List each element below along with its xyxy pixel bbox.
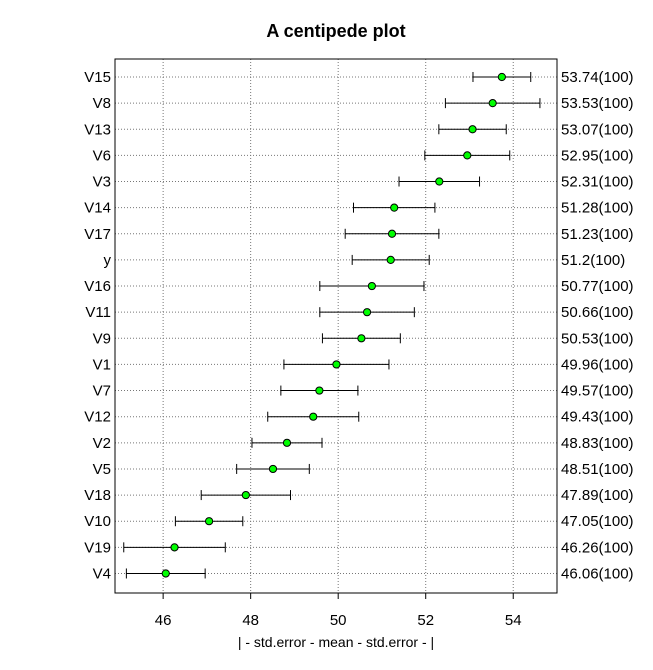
row-label: V2: [93, 435, 111, 452]
mean-point: [435, 177, 444, 186]
mean-point: [362, 308, 372, 317]
row-value-label: 47.05(100): [561, 513, 634, 530]
mean-point: [367, 281, 376, 291]
x-axis: 46 48 50 52 54: [155, 593, 522, 629]
row-label: V13: [84, 121, 111, 138]
plot-frame: [114, 58, 558, 594]
row-value-label: 49.96(100): [561, 356, 634, 373]
mean-point: [332, 360, 341, 369]
chart-title: A centipede plot: [266, 21, 405, 41]
row-labels-left: V15 V8 V13 V6 V3 V14 V17 y V16 V11 V9 V1 V7 V12 V2 V5 V1…: [84, 69, 111, 582]
error-bars: [123, 72, 541, 579]
mean-points: [161, 72, 506, 578]
mean-point: [468, 125, 477, 134]
row-value-label: 46.26(100): [561, 539, 634, 556]
row-value-label: 52.95(100): [561, 147, 634, 164]
row-label: V5: [93, 461, 111, 478]
mean-point: [170, 543, 179, 552]
grid-lines: [115, 59, 557, 593]
row-label: V11: [85, 304, 111, 321]
mean-point: [309, 412, 318, 421]
row-label: V6: [93, 147, 111, 164]
row-label: V4: [93, 565, 111, 582]
row-value-label: 48.83(100): [561, 435, 634, 452]
x-tick-label: 50: [330, 612, 347, 629]
row-value-label: 50.53(100): [561, 330, 634, 347]
row-label: y: [104, 252, 112, 269]
row-value-label: 49.43(100): [561, 409, 634, 426]
row-label: V9: [93, 330, 111, 347]
row-value-label: 50.66(100): [561, 304, 634, 321]
row-label: V19: [84, 539, 111, 556]
row-label: V8: [93, 95, 111, 112]
mean-point: [387, 229, 397, 238]
row-value-label: 53.53(100): [561, 95, 634, 112]
mean-point: [204, 517, 214, 526]
mean-point: [357, 334, 366, 343]
row-label: V17: [84, 226, 111, 243]
mean-point: [390, 203, 399, 212]
row-value-label: 48.51(100): [561, 461, 634, 478]
mean-point: [488, 99, 497, 108]
row-label: V1: [93, 356, 111, 373]
row-label: V15: [84, 69, 111, 86]
row-value-label: 46.06(100): [561, 565, 634, 582]
mean-point: [386, 255, 395, 265]
row-labels-right: 53.74(100) 53.53(100) 53.07(100) 52.95(100)…: [561, 69, 634, 582]
row-value-label: 53.74(100): [561, 69, 634, 86]
row-value-label: 51.28(100): [561, 200, 634, 217]
mean-point: [268, 464, 278, 474]
row-value-label: 49.57(100): [561, 383, 634, 400]
row-value-label: 51.2(100): [561, 252, 625, 269]
row-value-label: 52.31(100): [561, 174, 634, 191]
row-value-label: 53.07(100): [561, 121, 634, 138]
mean-point: [497, 72, 506, 82]
x-axis-label: | - std.error - mean - std.error - |: [238, 634, 434, 650]
x-tick-label: 46: [155, 612, 172, 629]
row-label: V18: [84, 487, 111, 504]
row-label: V7: [93, 383, 111, 400]
x-tick-label: 54: [505, 612, 522, 629]
row-label: V12: [84, 409, 111, 426]
mean-point: [463, 151, 472, 160]
row-label: V3: [93, 174, 111, 191]
x-tick-label: 52: [417, 612, 434, 629]
row-value-label: 51.23(100): [561, 226, 634, 243]
row-value-label: 47.89(100): [561, 487, 634, 504]
row-label: V16: [84, 278, 111, 295]
mean-point: [241, 490, 250, 500]
mean-point: [282, 438, 292, 447]
row-label: V10: [84, 513, 111, 530]
row-label: V14: [84, 200, 111, 217]
mean-point: [315, 386, 324, 395]
row-value-label: 50.77(100): [561, 278, 634, 295]
x-tick-label: 48: [242, 612, 259, 629]
mean-point: [161, 569, 170, 578]
